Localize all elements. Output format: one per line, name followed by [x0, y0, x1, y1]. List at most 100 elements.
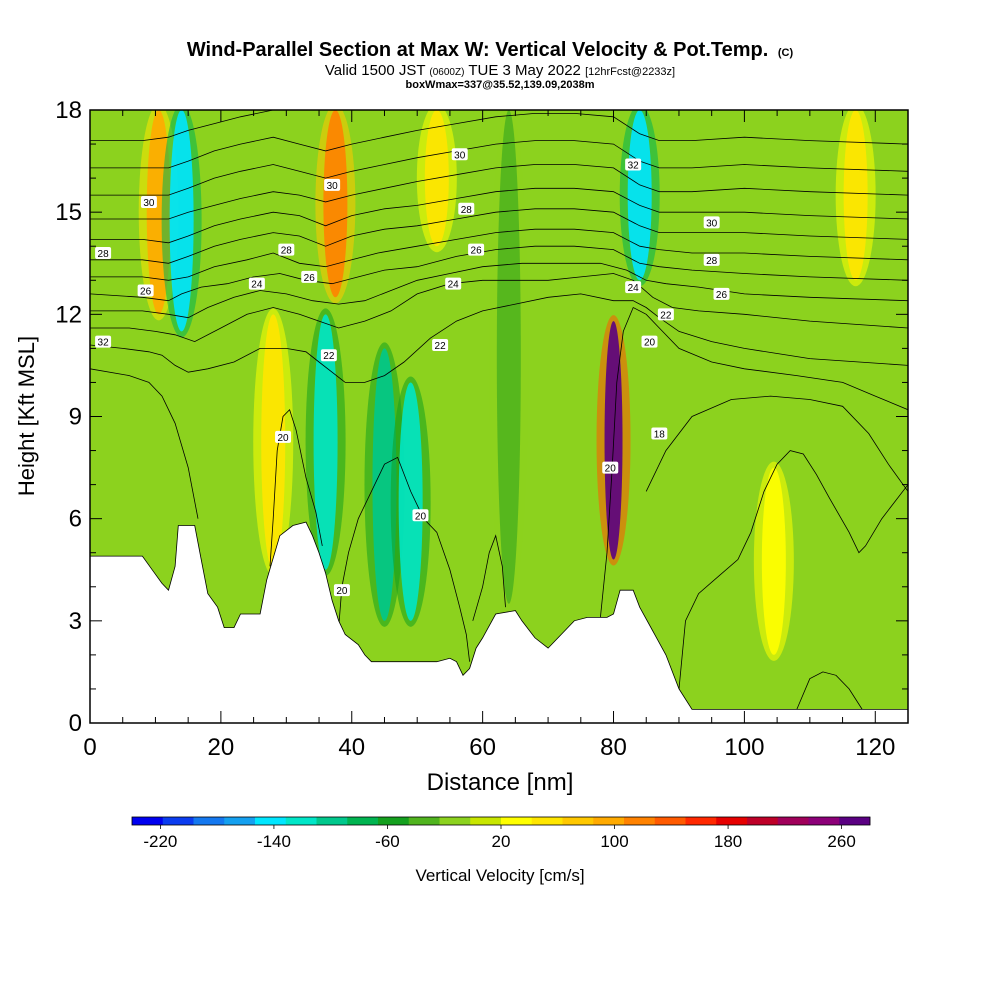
- w-column: [761, 467, 786, 655]
- colorbar-tick-label: -140: [257, 832, 291, 851]
- w-column: [323, 110, 348, 298]
- contour-label: 18: [651, 427, 668, 441]
- contour-label: 28: [278, 243, 295, 257]
- colorbar-swatch: [654, 817, 686, 825]
- theta-contour-line: [472, 534, 506, 621]
- colorbar-swatch: [255, 817, 287, 825]
- x-tick-label: 0: [83, 734, 96, 761]
- x-tick-label: 120: [855, 734, 895, 761]
- colorbar-swatch: [408, 817, 440, 825]
- svg-text:32: 32: [628, 160, 640, 171]
- theta-contour-line: [90, 164, 908, 220]
- colorbar-swatch: [378, 817, 410, 825]
- chart-title: Wind-Parallel Section at Max W: Vertical…: [187, 39, 794, 61]
- theta-contour-line: [269, 408, 323, 567]
- svg-text:28: 28: [706, 256, 718, 267]
- vertical-velocity-field: [138, 110, 876, 661]
- theta-contour-line: [90, 273, 908, 343]
- terrain-mask: [90, 521, 908, 723]
- svg-text:26: 26: [716, 290, 728, 301]
- contour-label: 24: [248, 277, 265, 291]
- contour-label: 26: [468, 243, 485, 257]
- contour-label: 28: [458, 202, 475, 216]
- contour-labels: 30 28 26 32 28 24 26 30 22 20 30 28 26 24 22 20 20 32 24 22…: [95, 148, 730, 597]
- contour-label: 20: [641, 335, 658, 349]
- x-tick-label: 20: [208, 734, 235, 761]
- svg-text:20: 20: [415, 511, 427, 522]
- colorbar-swatch: [316, 817, 348, 825]
- x-tick-label: 100: [724, 734, 764, 761]
- contour-label: 22: [432, 338, 449, 352]
- contour-label: 20: [412, 509, 429, 522]
- contour-label: 26: [301, 270, 318, 284]
- colorbar-tick-label: 180: [714, 832, 742, 851]
- svg-text:26: 26: [304, 273, 316, 284]
- colorbar-label: Vertical Velocity [cm/s]: [415, 866, 584, 885]
- plot-area: 30 28 26 32 28 24 26 30 22 20 30 28 26 24 22 20 20 32 24 22…: [90, 110, 908, 723]
- contour-label: 22: [657, 308, 674, 321]
- w-column: [496, 110, 521, 604]
- x-axis: 0 20 40 60 80 100 120: [83, 110, 909, 761]
- y-tick-label: 3: [69, 608, 82, 635]
- w-column: [313, 314, 338, 570]
- theta-contour-line: [90, 368, 199, 519]
- x-tick-label: 60: [469, 734, 496, 761]
- colorbar-swatch: [716, 817, 748, 825]
- theta-contour-line: [90, 187, 908, 244]
- theta-contour-line: [90, 228, 908, 281]
- theta-contour-line: [90, 113, 908, 169]
- theta-contour-line: [90, 110, 274, 141]
- y-axis: 0 3 6 9 12 15 18: [55, 97, 908, 737]
- contour-label: 28: [703, 253, 720, 267]
- colorbar-swatch: [624, 817, 656, 825]
- svg-text:20: 20: [277, 433, 289, 444]
- colorbar-swatch: [132, 817, 164, 825]
- contour-label: 24: [445, 277, 462, 291]
- chart-subtitle-box: boxWmax=337@35.52,139.09,2038m: [406, 79, 595, 91]
- contour-label: 30: [451, 148, 468, 161]
- contour-label: 28: [95, 247, 112, 260]
- svg-text:30: 30: [706, 218, 718, 229]
- y-tick-label: 12: [55, 301, 82, 328]
- w-column: [372, 348, 397, 621]
- colorbar-swatch: [562, 817, 594, 825]
- colorbar-swatch: [470, 817, 502, 825]
- contour-label: 30: [324, 178, 341, 192]
- contour-label: 26: [713, 287, 730, 301]
- contour-label: 20: [333, 584, 350, 597]
- colorbar-swatch: [593, 817, 625, 825]
- colorbar-swatch: [531, 817, 563, 825]
- svg-text:22: 22: [660, 310, 672, 321]
- svg-text:26: 26: [471, 246, 483, 257]
- svg-text:32: 32: [98, 338, 110, 349]
- svg-text:20: 20: [644, 338, 656, 349]
- colorbar-swatch: [162, 817, 194, 825]
- svg-text:22: 22: [323, 351, 335, 362]
- colorbar-swatch: [439, 817, 471, 825]
- svg-text:20: 20: [336, 586, 348, 597]
- contour-label: 24: [625, 281, 642, 294]
- colorbar-swatch: [224, 817, 256, 825]
- svg-text:28: 28: [281, 246, 293, 257]
- colorbar-swatch: [501, 817, 533, 825]
- y-tick-label: 6: [69, 506, 82, 533]
- colorbar-tick-label: -60: [375, 832, 400, 851]
- colorbar-swatch: [685, 817, 717, 825]
- theta-contour-line: [338, 456, 470, 662]
- w-column: [843, 110, 868, 281]
- w-column: [398, 382, 423, 621]
- theta-contour-line: [645, 395, 908, 492]
- y-tick-label: 15: [55, 199, 82, 226]
- colorbar-swatch: [839, 817, 871, 825]
- theta-contour-line: [678, 450, 908, 689]
- potential-temperature-contours: [90, 110, 908, 710]
- svg-text:30: 30: [454, 150, 466, 161]
- contour-label: 26: [137, 284, 154, 297]
- copyright-mark: (C): [778, 47, 794, 59]
- colorbar-tick-label: 20: [492, 832, 511, 851]
- colorbar: -220 -140 -60 20 100 180 260: [131, 816, 871, 851]
- contour-label: 32: [625, 158, 642, 171]
- colorbar-swatch: [777, 817, 809, 825]
- theta-contour-line: [600, 306, 908, 618]
